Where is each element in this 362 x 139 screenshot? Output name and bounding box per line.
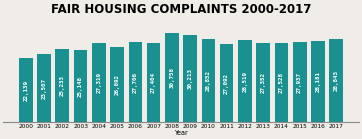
Text: 25,148: 25,148 <box>78 76 83 97</box>
Bar <box>37 54 51 122</box>
Bar <box>183 35 197 122</box>
Text: 26,092: 26,092 <box>115 74 119 95</box>
X-axis label: Year: Year <box>174 130 188 136</box>
Text: 27,092: 27,092 <box>224 73 229 94</box>
Bar <box>92 44 106 122</box>
Bar <box>274 43 288 122</box>
Text: 30,758: 30,758 <box>169 67 174 88</box>
Bar <box>55 49 69 122</box>
Text: 28,852: 28,852 <box>206 70 211 91</box>
Text: 28,519: 28,519 <box>243 71 247 92</box>
Bar <box>74 50 88 122</box>
Bar <box>202 39 215 122</box>
Text: 28,843: 28,843 <box>334 70 339 91</box>
Text: 27,352: 27,352 <box>261 72 266 93</box>
Bar <box>19 58 33 122</box>
Text: 25,233: 25,233 <box>60 75 65 96</box>
Title: FAIR HOUSING COMPLAINTS 2000-2017: FAIR HOUSING COMPLAINTS 2000-2017 <box>51 3 311 16</box>
Text: 27,706: 27,706 <box>133 72 138 93</box>
Bar <box>220 44 233 122</box>
Bar <box>129 42 142 122</box>
Text: 27,319: 27,319 <box>96 72 101 93</box>
Bar <box>238 40 252 122</box>
Bar <box>256 43 270 122</box>
Text: 30,213: 30,213 <box>188 68 193 89</box>
Bar <box>147 43 160 122</box>
Text: 22,139: 22,139 <box>23 80 28 101</box>
Text: 27,937: 27,937 <box>297 72 302 93</box>
Text: 27,404: 27,404 <box>151 72 156 93</box>
Bar <box>329 39 343 122</box>
Text: 28,181: 28,181 <box>315 71 320 92</box>
Bar <box>110 47 124 122</box>
Text: 23,507: 23,507 <box>42 78 47 99</box>
Bar <box>293 42 307 122</box>
Text: 27,528: 27,528 <box>279 72 284 93</box>
Bar <box>311 41 325 122</box>
Bar <box>165 33 179 122</box>
